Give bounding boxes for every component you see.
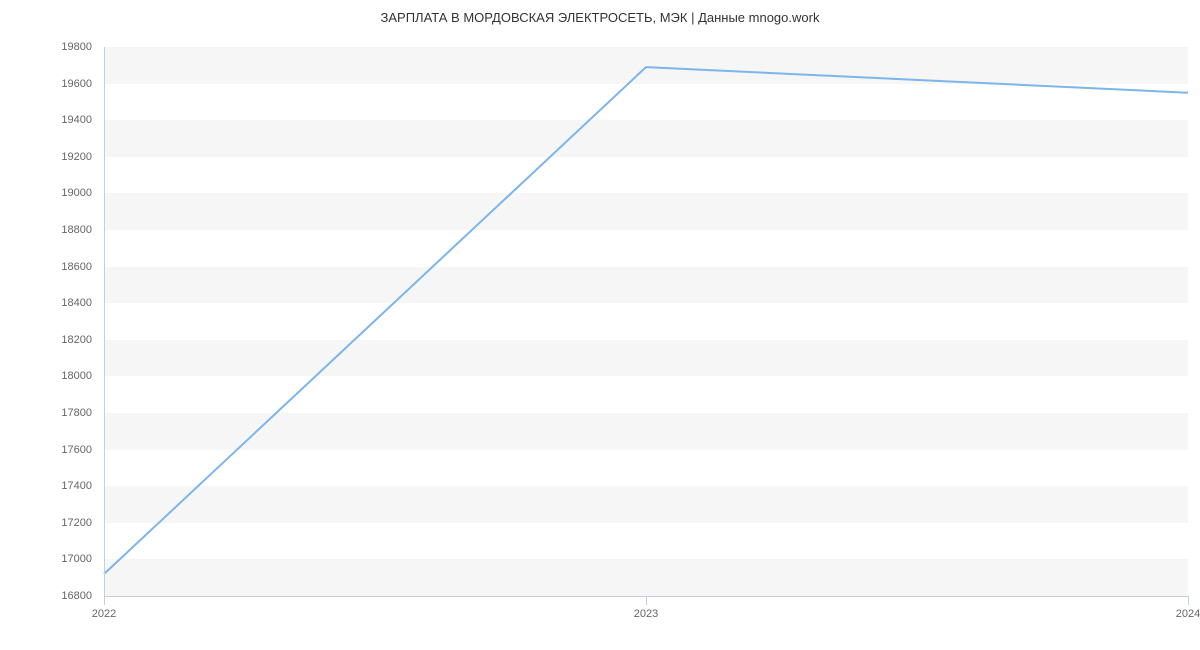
x-tick-label: 2023 [634, 608, 658, 620]
grid-band [104, 157, 1188, 194]
y-tick-label: 17200 [0, 517, 92, 529]
plot-area [104, 47, 1188, 596]
grid-band [104, 267, 1188, 304]
y-tick-label: 19200 [0, 151, 92, 163]
grid-band [104, 193, 1188, 230]
y-tick-label: 17400 [0, 480, 92, 492]
chart-title: ЗАРПЛАТА В МОРДОВСКАЯ ЭЛЕКТРОСЕТЬ, МЭК |… [0, 0, 1200, 25]
y-tick-label: 18800 [0, 224, 92, 236]
y-tick-label: 18000 [0, 370, 92, 382]
y-tick-label: 17800 [0, 407, 92, 419]
grid-band [104, 486, 1188, 523]
grid-band [104, 340, 1188, 377]
y-tick-label: 17000 [0, 553, 92, 565]
grid-band [104, 559, 1188, 596]
grid-band [104, 376, 1188, 413]
x-tick-mark [104, 596, 105, 605]
x-tick-label: 2022 [92, 608, 116, 620]
y-tick-label: 19000 [0, 187, 92, 199]
x-tick-mark [646, 596, 647, 605]
y-axis-line [104, 47, 105, 596]
grid-band [104, 47, 1188, 84]
grid-band [104, 230, 1188, 267]
y-tick-label: 19400 [0, 114, 92, 126]
grid-band [104, 303, 1188, 340]
y-tick-label: 18600 [0, 261, 92, 273]
grid-band [104, 450, 1188, 487]
y-tick-label: 18400 [0, 297, 92, 309]
grid-band [104, 120, 1188, 157]
grid-band [104, 84, 1188, 121]
salary-chart: ЗАРПЛАТА В МОРДОВСКАЯ ЭЛЕКТРОСЕТЬ, МЭК |… [0, 0, 1200, 650]
grid-band [104, 523, 1188, 560]
grid-band [104, 413, 1188, 450]
y-tick-label: 16800 [0, 590, 92, 602]
x-tick-label: 2024 [1176, 608, 1200, 620]
y-tick-label: 19600 [0, 78, 92, 90]
y-tick-label: 18200 [0, 334, 92, 346]
y-tick-label: 17600 [0, 444, 92, 456]
x-tick-mark [1188, 596, 1189, 605]
y-tick-label: 19800 [0, 41, 92, 53]
